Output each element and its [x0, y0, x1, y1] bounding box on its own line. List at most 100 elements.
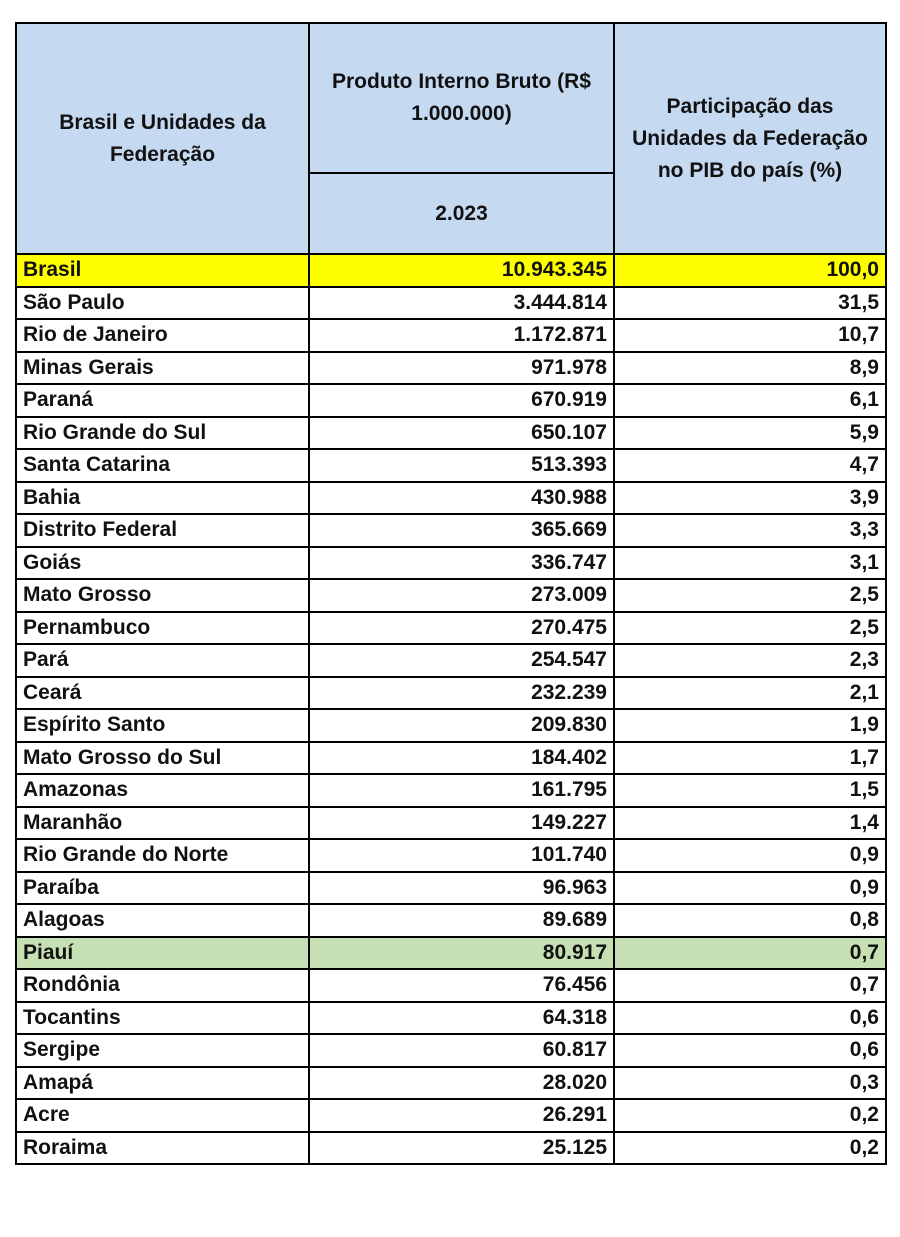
- region-name: Maranhão: [15, 805, 310, 840]
- value-cell: 0,3: [613, 1065, 887, 1100]
- region-name: Santa Catarina: [15, 448, 310, 483]
- header-cell: Brasil e Unidades da Federação: [15, 22, 310, 255]
- value-cell: 270.475: [308, 610, 615, 645]
- region-name: Tocantins: [15, 1000, 310, 1035]
- region-name: Paraná: [15, 383, 310, 418]
- value-cell: 149.227: [308, 805, 615, 840]
- data-row: Rio Grande do Sul 650.107 5,9: [15, 415, 887, 450]
- data-row: Brasil 10.943.345 100,0: [15, 253, 887, 288]
- value-cell: 0,7: [613, 935, 887, 970]
- value-cell: 89.689: [308, 903, 615, 938]
- region-name: Amazonas: [15, 773, 310, 808]
- header-row: Brasil e Unidades da Federação Produto I…: [15, 22, 887, 255]
- value-cell: 365.669: [308, 513, 615, 548]
- data-row: Paraná 670.919 6,1: [15, 383, 887, 418]
- value-cell: 1,7: [613, 740, 887, 775]
- header-row: 2.023: [16, 172, 886, 255]
- data-row: Sergipe 60.817 0,6: [15, 1033, 887, 1068]
- data-row: Maranhão 149.227 1,4: [15, 805, 887, 840]
- value-cell: 76.456: [308, 968, 615, 1003]
- value-cell: 336.747: [308, 545, 615, 580]
- value-cell: 2,1: [613, 675, 887, 710]
- value-cell: 4,7: [613, 448, 887, 483]
- region-name: Mato Grosso do Sul: [15, 740, 310, 775]
- value-cell: 6,1: [613, 383, 887, 418]
- region-name: Bahia: [15, 480, 310, 515]
- data-row: Amapá 28.020 0,3: [15, 1065, 887, 1100]
- value-cell: 10,7: [613, 318, 887, 353]
- data-row: Ceará 232.239 2,1: [15, 675, 887, 710]
- region-name: Piauí: [15, 935, 310, 970]
- value-cell: 430.988: [308, 480, 615, 515]
- value-cell: 60.817: [308, 1033, 615, 1068]
- region-name: Paraíba: [15, 870, 310, 905]
- region-name: Brasil: [15, 253, 310, 288]
- value-cell: 161.795: [308, 773, 615, 808]
- value-cell: 64.318: [308, 1000, 615, 1035]
- data-row: Alagoas 89.689 0,8: [15, 903, 887, 938]
- data-row: Rio Grande do Norte 101.740 0,9: [15, 838, 887, 873]
- value-cell: 1,5: [613, 773, 887, 808]
- region-name: Minas Gerais: [15, 350, 310, 385]
- region-name: Espírito Santo: [15, 708, 310, 743]
- data-row: Espírito Santo 209.830 1,9: [15, 708, 887, 743]
- value-cell: 0,2: [613, 1098, 887, 1133]
- table-body: Brasil 10.943.345 100,0 São Paulo 3.444.814 3…: [15, 253, 887, 1165]
- value-cell: 1,4: [613, 805, 887, 840]
- data-row: Goiás 336.747 3,1: [15, 545, 887, 580]
- region-name: Rio Grande do Sul: [15, 415, 310, 450]
- data-row: Pernambuco 270.475 2,5: [15, 610, 887, 645]
- value-cell: 0,9: [613, 838, 887, 873]
- data-row: Rondônia 76.456 0,7: [15, 968, 887, 1003]
- value-cell: 3,3: [613, 513, 887, 548]
- value-cell: 254.547: [308, 643, 615, 678]
- value-cell: 2,5: [613, 578, 887, 613]
- region-name: Rondônia: [15, 968, 310, 1003]
- value-cell: 650.107: [308, 415, 615, 450]
- value-cell: 513.393: [308, 448, 615, 483]
- region-name: Distrito Federal: [15, 513, 310, 548]
- value-cell: 971.978: [308, 350, 615, 385]
- gdp-table: Brasil e Unidades da Federação Produto I…: [15, 22, 887, 1165]
- region-name: Rio Grande do Norte: [15, 838, 310, 873]
- header-cell: 2.023: [308, 172, 615, 255]
- value-cell: 232.239: [308, 675, 615, 710]
- region-name: Acre: [15, 1098, 310, 1133]
- table-head: Brasil e Unidades da Federação Produto I…: [15, 22, 887, 255]
- value-cell: 3,9: [613, 480, 887, 515]
- data-row: Santa Catarina 513.393 4,7: [15, 448, 887, 483]
- data-row: Paraíba 96.963 0,9: [15, 870, 887, 905]
- region-name: Mato Grosso: [15, 578, 310, 613]
- value-cell: 31,5: [613, 285, 887, 320]
- value-cell: 0,7: [613, 968, 887, 1003]
- header-cell: Participação das Unidades da Federação n…: [613, 22, 887, 255]
- value-cell: 0,9: [613, 870, 887, 905]
- value-cell: 0,2: [613, 1130, 887, 1165]
- value-cell: 1.172.871: [308, 318, 615, 353]
- data-row: Piauí 80.917 0,7: [15, 935, 887, 970]
- value-cell: 2,5: [613, 610, 887, 645]
- value-cell: 10.943.345: [308, 253, 615, 288]
- value-cell: 5,9: [613, 415, 887, 450]
- region-name: Rio de Janeiro: [15, 318, 310, 353]
- data-row: Mato Grosso do Sul 184.402 1,7: [15, 740, 887, 775]
- value-cell: 0,6: [613, 1000, 887, 1035]
- region-name: Alagoas: [15, 903, 310, 938]
- data-row: Minas Gerais 971.978 8,9: [15, 350, 887, 385]
- data-row: Bahia 430.988 3,9: [15, 480, 887, 515]
- region-name: São Paulo: [15, 285, 310, 320]
- region-name: Goiás: [15, 545, 310, 580]
- data-row: Amazonas 161.795 1,5: [15, 773, 887, 808]
- data-row: Mato Grosso 273.009 2,5: [15, 578, 887, 613]
- value-cell: 28.020: [308, 1065, 615, 1100]
- value-cell: 3,1: [613, 545, 887, 580]
- value-cell: 184.402: [308, 740, 615, 775]
- value-cell: 3.444.814: [308, 285, 615, 320]
- data-row: Acre 26.291 0,2: [15, 1098, 887, 1133]
- value-cell: 101.740: [308, 838, 615, 873]
- region-name: Sergipe: [15, 1033, 310, 1068]
- region-name: Amapá: [15, 1065, 310, 1100]
- data-row: Pará 254.547 2,3: [15, 643, 887, 678]
